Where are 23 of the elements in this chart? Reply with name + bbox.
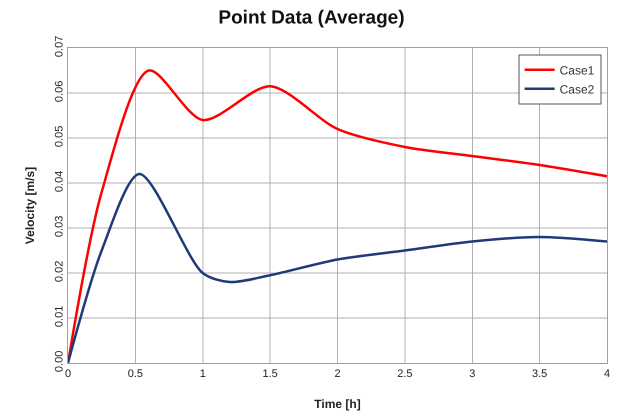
x-tick-label: 3.5 [532, 368, 548, 380]
x-tick-label: 2.5 [397, 368, 413, 380]
x-tick-label: 0.5 [128, 368, 144, 380]
chart-title: Point Data (Average) [218, 8, 405, 29]
legend-label: Case2 [560, 82, 595, 96]
x-tick-label: 1 [200, 368, 206, 380]
y-tick-label: 0.03 [54, 216, 66, 238]
y-axis-title: Velocity [m/s] [23, 166, 37, 244]
y-tick-label: 0.00 [54, 350, 66, 372]
legend-label: Case1 [560, 63, 595, 78]
y-tick-label: 0.04 [54, 170, 66, 192]
y-tick-label: 0.05 [54, 126, 66, 148]
y-tick-label: 0.06 [54, 80, 66, 102]
x-tick-label: 1.5 [262, 368, 278, 380]
y-tick-label: 0.02 [54, 260, 66, 282]
line-series [68, 172, 607, 363]
x-tick-label: 3 [469, 368, 476, 380]
y-tick-label: 0.01 [54, 306, 66, 328]
y-tick-label: 0.07 [54, 36, 66, 58]
x-tick-label: 4 [604, 368, 610, 380]
x-axis-title: Time [h] [314, 397, 361, 411]
x-tick-label: 0 [64, 368, 72, 380]
x-tick-label: 2 [334, 368, 341, 380]
